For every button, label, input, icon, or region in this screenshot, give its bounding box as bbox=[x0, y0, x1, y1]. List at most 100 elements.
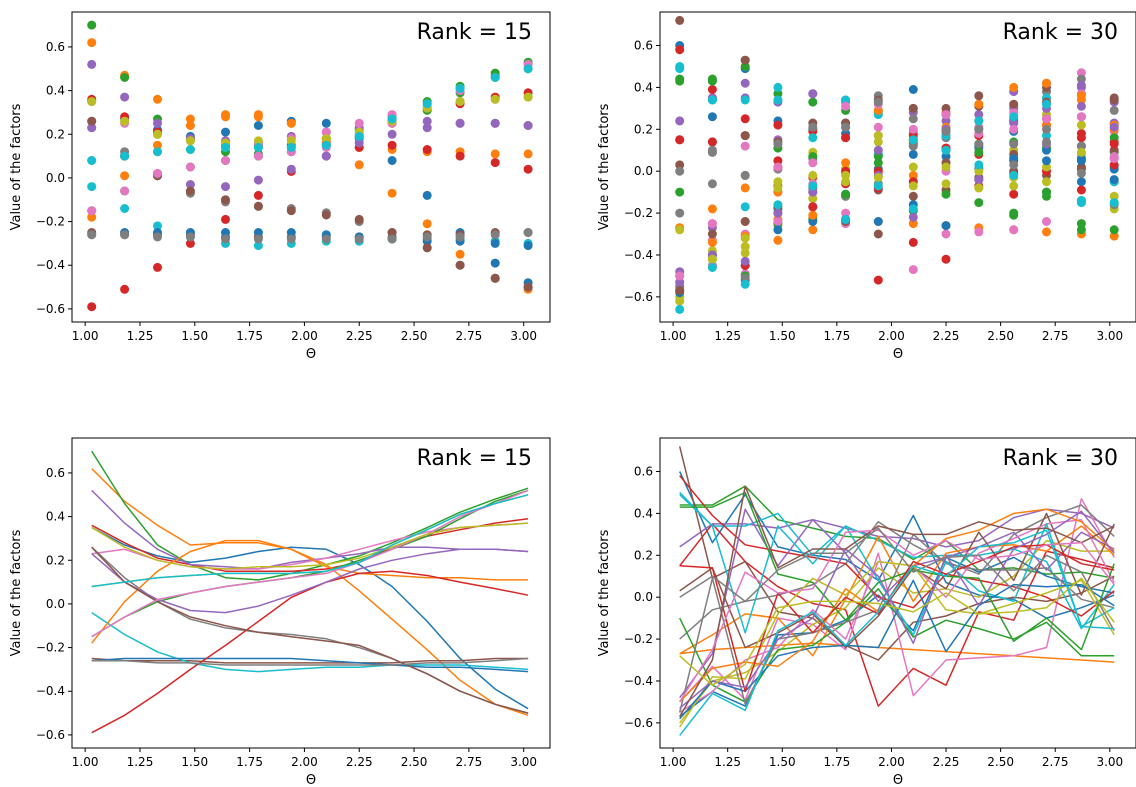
data-point bbox=[1109, 154, 1119, 164]
data-point bbox=[808, 133, 818, 143]
data-point bbox=[974, 91, 984, 101]
data-point bbox=[740, 55, 750, 65]
data-point bbox=[675, 225, 685, 235]
data-point bbox=[773, 156, 783, 166]
data-point bbox=[707, 237, 717, 247]
data-point bbox=[808, 170, 818, 180]
series-line bbox=[678, 446, 1115, 661]
series-line bbox=[679, 491, 1115, 651]
series-line bbox=[91, 489, 529, 638]
data-point bbox=[1076, 120, 1086, 130]
data-point bbox=[908, 219, 918, 229]
data-point bbox=[1009, 112, 1019, 122]
data-point bbox=[1009, 160, 1019, 170]
series-line bbox=[91, 518, 529, 572]
data-point bbox=[873, 152, 883, 161]
series-line bbox=[91, 468, 529, 717]
series-line bbox=[679, 504, 1115, 640]
data-point bbox=[1076, 74, 1086, 84]
data-point bbox=[153, 118, 162, 128]
series-line bbox=[91, 539, 529, 644]
data-point bbox=[87, 116, 97, 126]
data-point bbox=[675, 15, 685, 25]
data-point bbox=[1009, 225, 1019, 235]
data-point bbox=[354, 118, 364, 128]
data-point bbox=[873, 173, 883, 182]
data-point bbox=[321, 140, 331, 150]
data-point bbox=[773, 200, 783, 210]
data-point bbox=[941, 162, 951, 172]
data-point bbox=[387, 234, 397, 244]
x-tick-label: 2.50 bbox=[987, 755, 1014, 769]
data-point bbox=[740, 131, 750, 141]
data-point bbox=[808, 217, 818, 226]
data-point bbox=[974, 160, 984, 170]
data-point bbox=[1109, 145, 1119, 155]
data-point bbox=[1042, 114, 1051, 124]
series-line bbox=[679, 510, 1115, 709]
data-point bbox=[1076, 141, 1086, 151]
data-point bbox=[773, 120, 783, 130]
data-point bbox=[941, 110, 951, 120]
data-point bbox=[707, 112, 717, 122]
data-point bbox=[908, 181, 918, 191]
y-axis-label: Value of the factors bbox=[597, 529, 612, 656]
data-point bbox=[974, 183, 984, 193]
data-point bbox=[1076, 219, 1086, 229]
y-axis-label: Value of the factors bbox=[597, 103, 612, 230]
data-point bbox=[974, 147, 984, 157]
data-point bbox=[1076, 154, 1086, 164]
data-point bbox=[740, 279, 750, 289]
data-point bbox=[974, 110, 984, 120]
data-point bbox=[941, 229, 951, 239]
data-point bbox=[773, 217, 783, 226]
data-point bbox=[873, 181, 883, 191]
data-point bbox=[1076, 91, 1086, 101]
data-point bbox=[490, 94, 500, 104]
series-line bbox=[91, 450, 529, 581]
x-tick-label: 1.75 bbox=[824, 755, 851, 769]
data-point bbox=[908, 149, 918, 159]
data-point bbox=[221, 234, 230, 244]
data-point bbox=[1042, 227, 1051, 237]
data-point bbox=[523, 164, 533, 174]
data-point bbox=[773, 162, 783, 172]
data-point bbox=[221, 127, 230, 137]
data-point bbox=[808, 122, 818, 132]
data-point bbox=[808, 158, 818, 168]
data-point bbox=[941, 221, 951, 231]
data-point bbox=[455, 83, 465, 93]
data-point bbox=[707, 76, 717, 86]
data-point bbox=[974, 198, 984, 208]
data-point bbox=[490, 230, 500, 240]
data-point bbox=[808, 97, 818, 107]
rank30-line-panel: 1.00 1.25 1.50 1.75 2.00 2.25 2.50 2.75 3.00 −0.6… bbox=[597, 437, 1136, 787]
y-tick-label: −0.4 bbox=[624, 248, 653, 262]
y-tick-label: −0.6 bbox=[624, 290, 653, 304]
data-point bbox=[1076, 133, 1086, 143]
data-point bbox=[908, 204, 918, 214]
x-tick-label: 3.00 bbox=[510, 329, 537, 343]
rank30-scatter-panel: 1.00 1.25 1.50 1.75 2.00 2.25 2.50 2.75 3.00 −0.6… bbox=[597, 11, 1136, 362]
data-point bbox=[707, 219, 717, 229]
data-point bbox=[841, 170, 851, 180]
data-point bbox=[153, 221, 162, 231]
data-point bbox=[707, 145, 717, 155]
data-point bbox=[87, 302, 97, 312]
data-point bbox=[1009, 189, 1019, 199]
data-point bbox=[873, 97, 883, 107]
data-point bbox=[740, 217, 750, 226]
data-point bbox=[422, 145, 432, 154]
data-point bbox=[841, 189, 851, 199]
data-point bbox=[707, 229, 717, 239]
x-tick-label: 2.75 bbox=[1042, 755, 1069, 769]
data-point bbox=[1009, 99, 1019, 109]
data-point bbox=[941, 103, 951, 113]
data-point bbox=[185, 232, 195, 242]
data-point bbox=[253, 190, 263, 200]
data-point bbox=[974, 116, 984, 126]
data-point bbox=[908, 212, 918, 222]
data-point bbox=[908, 85, 918, 94]
data-point bbox=[675, 166, 685, 176]
